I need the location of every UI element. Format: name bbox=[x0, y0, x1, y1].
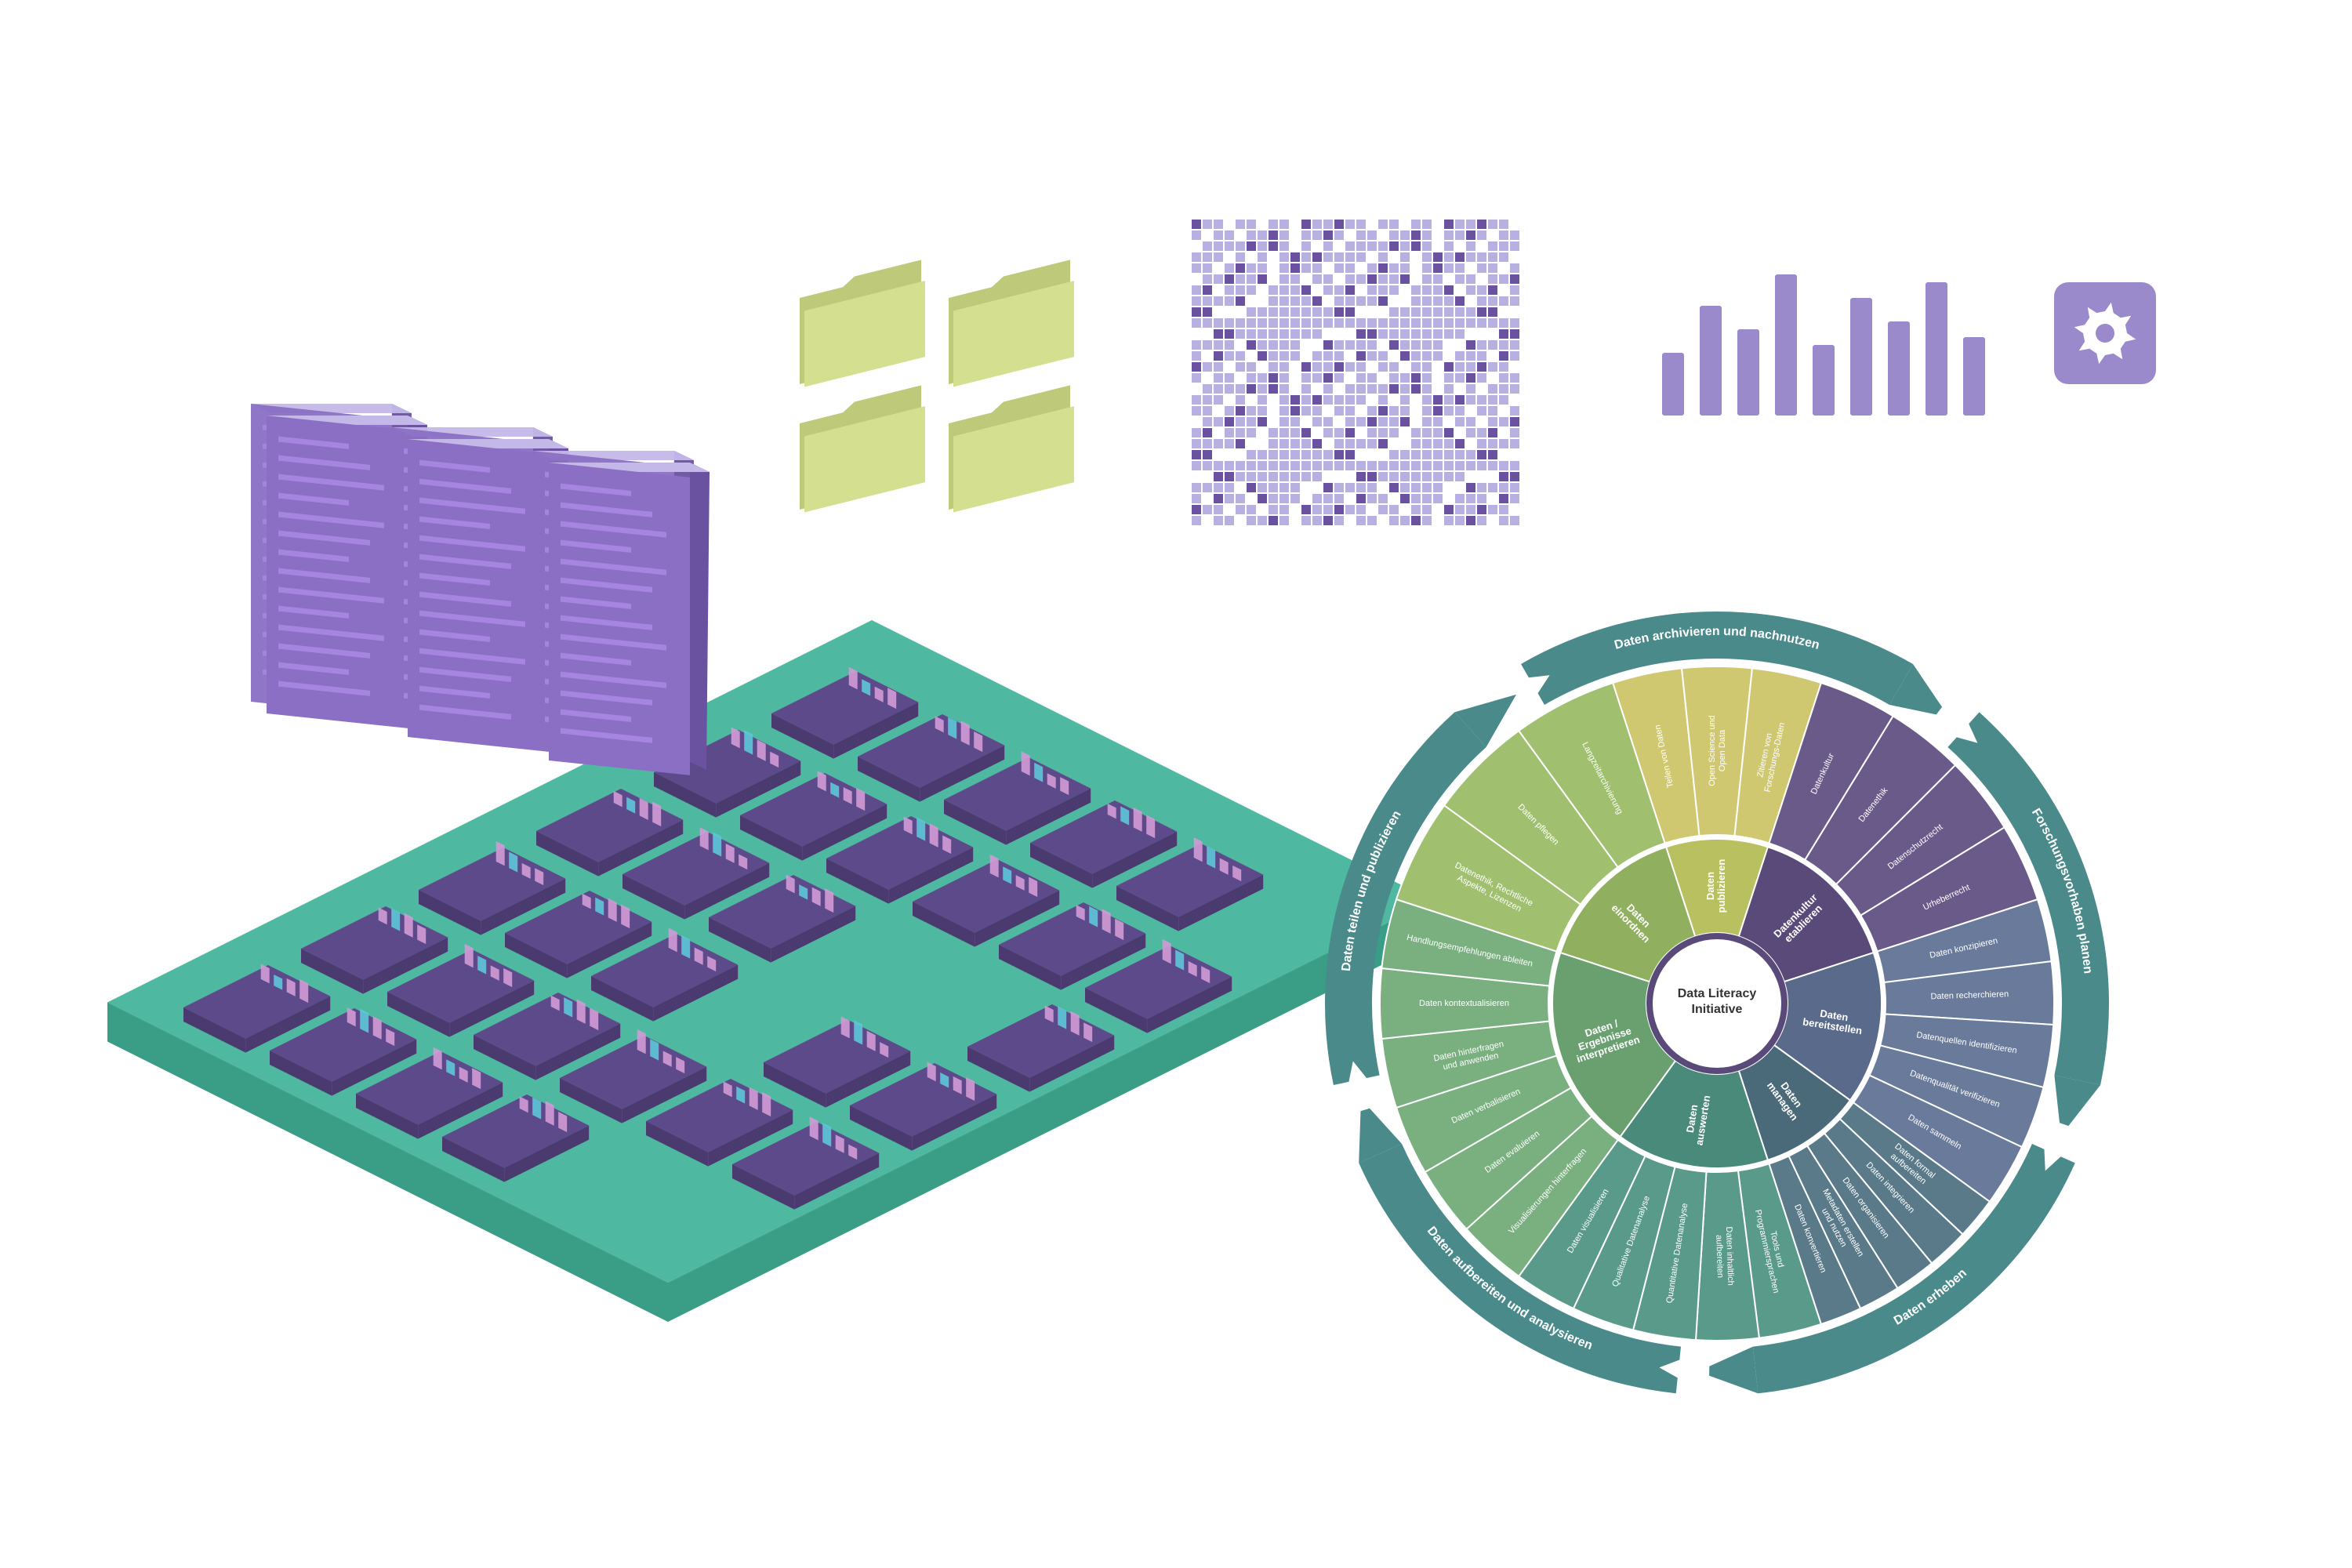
gear-icon bbox=[2054, 282, 2156, 384]
wheel-detail-label: Daten kontextualisieren bbox=[1419, 999, 1509, 1008]
infographic-scene: Daten archivieren und nachnutzenForschun… bbox=[0, 0, 2352, 1568]
wheel-detail-label: Daten inhaltlichaufbereiten bbox=[1714, 1226, 1735, 1286]
data-literacy-wheel: Daten archivieren und nachnutzenForschun… bbox=[1325, 612, 2109, 1396]
isometric-platform bbox=[107, 620, 1432, 1322]
pixel-grid-icon bbox=[1192, 220, 1519, 525]
folder-icons bbox=[800, 260, 1074, 512]
server-racks bbox=[251, 404, 710, 775]
barchart-icon bbox=[1662, 274, 1985, 416]
